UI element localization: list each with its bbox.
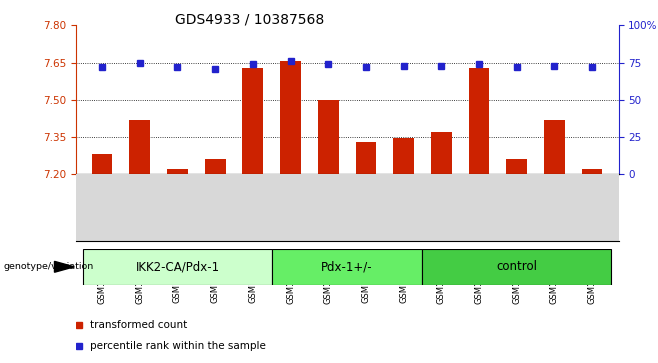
Text: genotype/variation: genotype/variation (3, 262, 93, 271)
Bar (272, 249, 422, 285)
Bar (355, 142, 376, 174)
Bar (280, 61, 301, 174)
Bar (507, 159, 527, 174)
Bar (544, 120, 565, 174)
Text: GDS4933 / 10387568: GDS4933 / 10387568 (176, 13, 324, 27)
Bar (582, 169, 603, 174)
Text: control: control (496, 260, 537, 273)
Bar (243, 68, 263, 174)
Bar (422, 249, 611, 285)
Bar (205, 159, 226, 174)
Bar (91, 154, 113, 174)
Bar (83, 249, 272, 285)
Text: transformed count: transformed count (90, 321, 188, 330)
Bar (130, 120, 150, 174)
Text: Pdx-1+/-: Pdx-1+/- (321, 260, 373, 273)
Text: IKK2-CA/Pdx-1: IKK2-CA/Pdx-1 (136, 260, 220, 273)
Bar (468, 68, 490, 174)
Bar (393, 138, 414, 174)
Bar (318, 100, 339, 174)
Text: percentile rank within the sample: percentile rank within the sample (90, 341, 266, 351)
Polygon shape (55, 261, 74, 272)
Bar (431, 132, 451, 174)
Bar (167, 169, 188, 174)
